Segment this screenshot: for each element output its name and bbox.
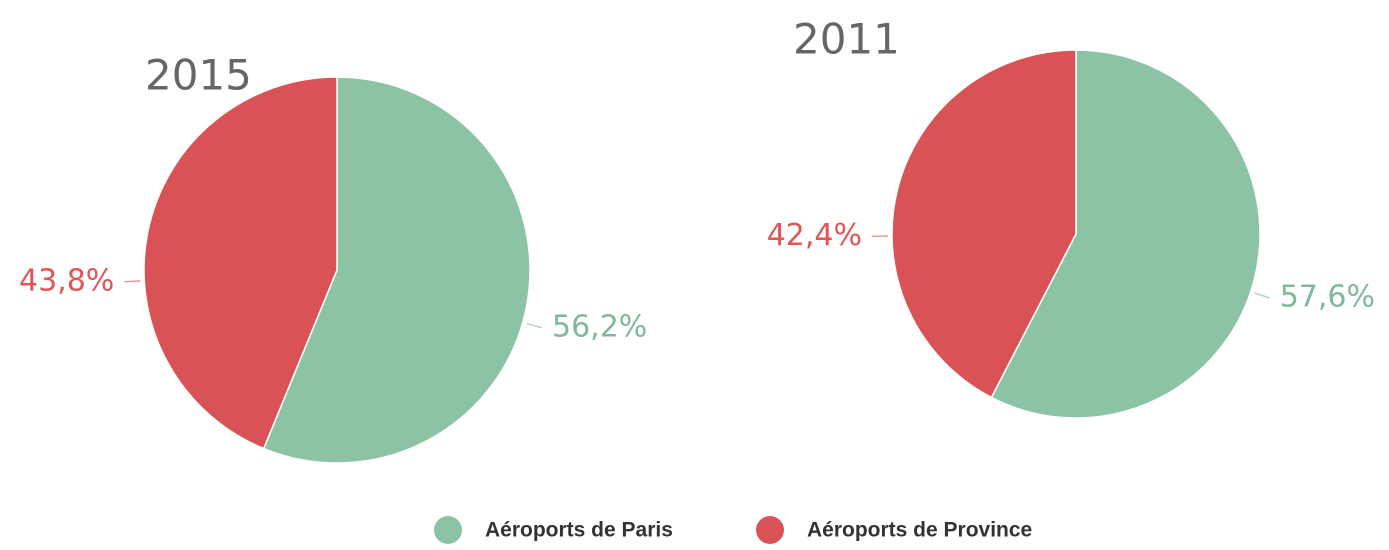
legend-label: Aéroports de Paris xyxy=(485,519,673,542)
pie-slice xyxy=(891,49,1077,399)
legend-swatch xyxy=(434,516,462,544)
legend-swatch xyxy=(756,516,784,544)
leader-line xyxy=(1254,292,1270,299)
legend-label: Aéroports de Province xyxy=(807,519,1032,542)
leader-line xyxy=(526,322,543,329)
data-label: 56,2% xyxy=(552,309,647,344)
chart-title: 2011 xyxy=(793,15,900,64)
pie-slice xyxy=(143,76,338,450)
data-label: 57,6% xyxy=(1280,279,1375,314)
data-label: 42,4% xyxy=(767,218,862,253)
pie-slice xyxy=(990,49,1261,419)
data-label: 43,8% xyxy=(19,263,114,298)
pie-slice xyxy=(262,76,531,464)
leader-line xyxy=(124,280,141,283)
chart-title: 2015 xyxy=(145,51,252,100)
